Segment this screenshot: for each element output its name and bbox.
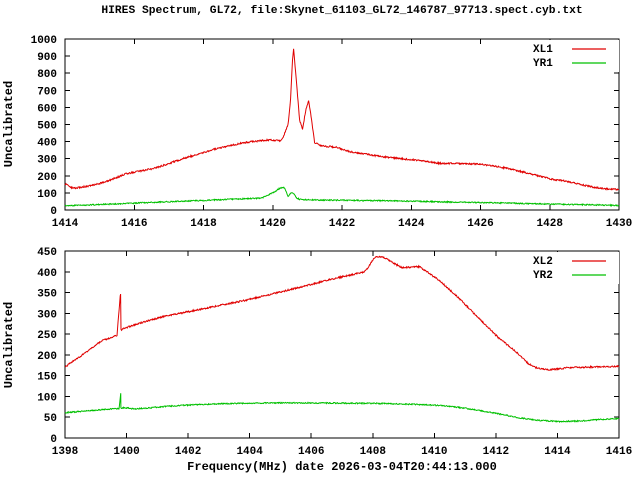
svg-text:100: 100 — [37, 392, 57, 404]
svg-text:1416: 1416 — [606, 446, 632, 458]
svg-text:1420: 1420 — [260, 218, 286, 230]
svg-text:900: 900 — [37, 52, 57, 64]
svg-text:1000: 1000 — [31, 35, 57, 47]
svg-text:1416: 1416 — [121, 218, 147, 230]
svg-text:1414: 1414 — [52, 218, 79, 230]
svg-text:1402: 1402 — [175, 446, 201, 458]
svg-text:450: 450 — [37, 247, 57, 259]
svg-text:1428: 1428 — [537, 218, 564, 230]
svg-text:1412: 1412 — [483, 446, 509, 458]
svg-text:0: 0 — [50, 206, 57, 218]
svg-text:HIRES Spectrum, GL72, file:Sky: HIRES Spectrum, GL72, file:Skynet_61103_… — [101, 5, 582, 17]
svg-text:XL2: XL2 — [533, 256, 553, 268]
svg-text:1406: 1406 — [298, 446, 324, 458]
svg-text:50: 50 — [44, 413, 57, 425]
svg-text:200: 200 — [37, 351, 57, 363]
svg-text:YR2: YR2 — [533, 270, 553, 282]
svg-text:400: 400 — [37, 268, 57, 280]
svg-text:YR1: YR1 — [533, 58, 553, 70]
svg-text:1422: 1422 — [329, 218, 355, 230]
svg-text:1398: 1398 — [52, 446, 79, 458]
svg-text:0: 0 — [50, 434, 57, 446]
svg-text:Uncalibrated: Uncalibrated — [2, 81, 16, 167]
svg-text:600: 600 — [37, 103, 57, 115]
svg-text:1426: 1426 — [467, 218, 493, 230]
svg-text:200: 200 — [37, 172, 57, 184]
svg-text:Uncalibrated: Uncalibrated — [2, 302, 16, 388]
svg-text:300: 300 — [37, 309, 57, 321]
svg-text:1424: 1424 — [398, 218, 425, 230]
svg-text:400: 400 — [37, 138, 57, 150]
svg-text:500: 500 — [37, 121, 57, 133]
svg-text:350: 350 — [37, 289, 57, 301]
svg-text:150: 150 — [37, 372, 57, 384]
svg-text:1410: 1410 — [421, 446, 447, 458]
svg-text:Frequency(MHz) date 2026-03-04: Frequency(MHz) date 2026-03-04T20:44:13.… — [187, 460, 497, 474]
svg-text:800: 800 — [37, 69, 57, 81]
svg-text:1408: 1408 — [360, 446, 387, 458]
svg-text:100: 100 — [37, 189, 57, 201]
svg-text:1430: 1430 — [606, 218, 632, 230]
svg-text:700: 700 — [37, 86, 57, 98]
svg-text:1414: 1414 — [544, 446, 571, 458]
svg-text:1418: 1418 — [190, 218, 217, 230]
svg-text:1404: 1404 — [236, 446, 263, 458]
svg-text:1400: 1400 — [113, 446, 139, 458]
svg-text:300: 300 — [37, 155, 57, 167]
svg-text:XL1: XL1 — [533, 44, 553, 56]
svg-text:250: 250 — [37, 330, 57, 342]
